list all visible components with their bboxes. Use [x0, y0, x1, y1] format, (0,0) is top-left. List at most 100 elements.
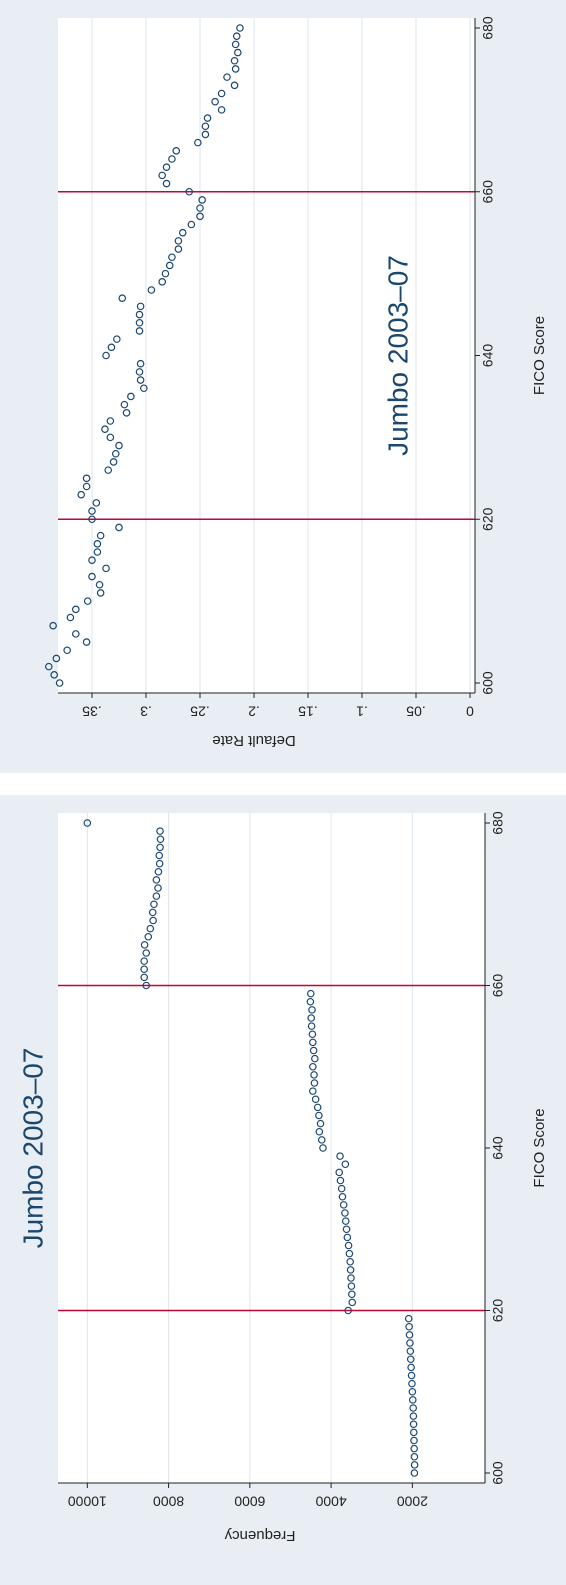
data-point	[201, 122, 210, 131]
data-point	[82, 638, 91, 646]
y-tick-label: .1	[356, 703, 368, 719]
data-point	[120, 400, 129, 409]
data-point	[88, 507, 96, 515]
data-point	[341, 1160, 350, 1169]
data-point	[339, 1201, 348, 1209]
x-tick-label: 620	[480, 507, 496, 531]
data-point	[140, 384, 148, 393]
data-point	[168, 155, 176, 163]
data-point	[88, 515, 96, 524]
data-point	[172, 147, 181, 155]
data-point	[66, 613, 75, 622]
y-tick-label: .05	[406, 703, 426, 719]
data-point	[161, 269, 170, 278]
data-point	[408, 1379, 416, 1388]
data-point	[152, 876, 161, 884]
data-point	[165, 261, 174, 270]
data-point	[148, 908, 157, 917]
data-point	[410, 1436, 418, 1445]
data-point	[102, 564, 110, 573]
data-point	[308, 1006, 316, 1014]
y-axis-label: Frequency	[224, 1527, 295, 1544]
data-point	[136, 302, 145, 311]
data-point	[102, 351, 110, 360]
data-point	[346, 1266, 355, 1274]
plot-area	[58, 18, 475, 693]
data-point	[337, 1184, 346, 1193]
data-point	[408, 1396, 417, 1404]
data-point	[348, 1298, 357, 1307]
data-point	[310, 1079, 319, 1087]
chart-title: Jumbo 2003–07	[382, 255, 413, 456]
x-axis-ticks: 600 620 640 660 680	[485, 811, 506, 1485]
y-tick-label: .3	[140, 703, 152, 719]
y-tick-label: .25	[190, 703, 210, 719]
data-point	[307, 1022, 316, 1030]
frequency-panel: 600 620 640 660 680 2000 4000 6000 8000 10000 Ju…	[0, 795, 566, 1585]
data-point	[309, 1062, 317, 1071]
data-point	[162, 163, 171, 171]
data-point	[407, 1371, 416, 1380]
data-point	[309, 1046, 318, 1055]
data-points	[44, 24, 244, 687]
data-point	[154, 884, 162, 892]
data-point	[342, 1225, 351, 1234]
data-point	[174, 237, 183, 245]
data-point	[347, 1282, 356, 1290]
data-point	[158, 278, 167, 286]
data-point	[93, 540, 102, 548]
data-point	[348, 1290, 356, 1299]
y-tick-label: 10000	[68, 1493, 107, 1509]
x-tick-label: 640	[480, 344, 496, 368]
gridlines	[91, 18, 471, 693]
data-point	[162, 179, 171, 188]
data-point	[106, 433, 115, 442]
data-point	[336, 1176, 345, 1185]
data-point	[136, 376, 145, 384]
data-point	[95, 580, 104, 589]
data-point	[92, 499, 101, 507]
data-point	[196, 204, 204, 212]
data-point	[144, 932, 153, 941]
x-axis-ticks: 600 620 640 660 680	[475, 16, 496, 695]
data-point	[82, 482, 91, 491]
data-point	[404, 1314, 413, 1323]
data-point	[122, 409, 131, 417]
data-point	[230, 81, 239, 90]
data-point	[135, 368, 144, 376]
data-point	[407, 1363, 415, 1372]
data-point	[217, 106, 226, 114]
data-point	[140, 957, 149, 965]
data-point	[55, 679, 64, 687]
data-points	[83, 819, 419, 1477]
data-point	[338, 1192, 347, 1201]
data-point	[232, 32, 241, 40]
data-point	[346, 1257, 355, 1266]
data-point	[147, 286, 156, 294]
data-point	[310, 1071, 318, 1079]
y-axis-ticks: 0 .05 .1 .15 .2 .25 .3 .35	[82, 693, 474, 719]
data-point	[96, 589, 105, 597]
data-point	[63, 646, 71, 655]
data-point	[311, 1054, 319, 1063]
data-point	[107, 343, 116, 352]
data-point	[223, 73, 231, 81]
data-point	[156, 835, 165, 844]
data-point	[135, 318, 144, 327]
x-tick-label: 660	[480, 180, 496, 204]
data-point	[317, 1136, 326, 1144]
data-point	[409, 1428, 418, 1437]
data-point	[335, 1168, 344, 1177]
y-tick-label: 8000	[153, 1493, 184, 1509]
data-point	[113, 335, 121, 343]
data-point	[187, 220, 196, 229]
data-point	[307, 1014, 315, 1022]
x-tick-label: 640	[490, 1136, 506, 1160]
data-point	[409, 1420, 418, 1429]
data-point	[156, 843, 164, 852]
y-tick-label: .2	[248, 703, 260, 719]
y-tick-label: 6000	[234, 1493, 265, 1509]
data-point	[230, 56, 239, 65]
data-point	[152, 892, 161, 900]
data-point	[127, 392, 135, 401]
